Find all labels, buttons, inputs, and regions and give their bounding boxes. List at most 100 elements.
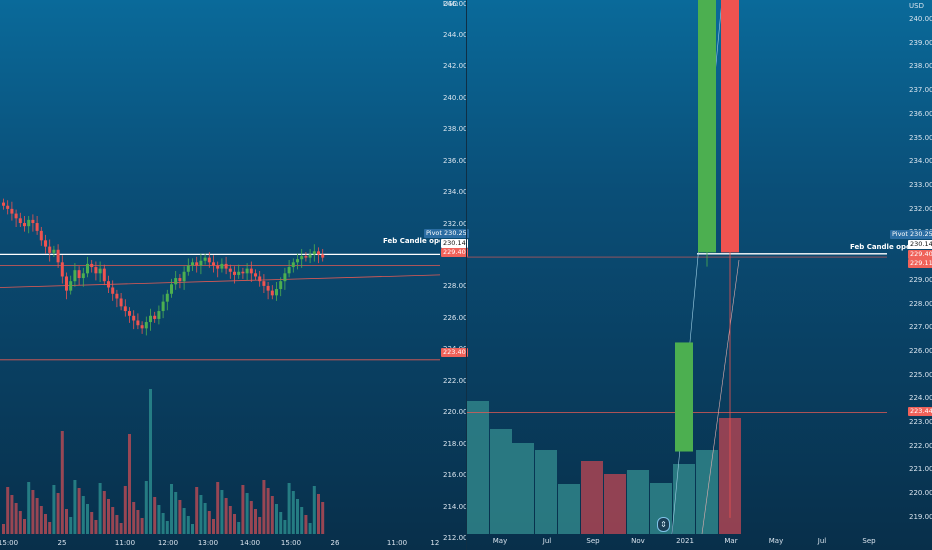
volume-bar [300, 507, 304, 534]
candle-body [136, 320, 140, 326]
candle-body [52, 249, 56, 253]
price-tick-label: 225.00 [909, 370, 932, 379]
volume-bar [140, 518, 144, 534]
time-tick-label: 15:00 [280, 539, 302, 547]
volume-bar [254, 509, 257, 534]
volume-bar [627, 470, 649, 534]
volume-bar [262, 480, 266, 534]
candle-body [77, 270, 81, 279]
volume-bar [241, 485, 245, 534]
volume-bar [149, 389, 152, 534]
price-tick-label: 214.00 [443, 502, 468, 511]
price-tick-label: 221.00 [909, 465, 932, 474]
price-tick-label: 226.00 [909, 346, 932, 355]
time-tick-label: 2021 [676, 537, 694, 545]
price-tick-label: 229.00 [909, 275, 932, 284]
candle-body [266, 285, 270, 291]
event-marker-icon[interactable]: ⇕ [657, 517, 670, 532]
pane-divider[interactable] [466, 0, 467, 550]
time-tick-label: May [768, 537, 784, 545]
candle-body [270, 290, 274, 296]
intraday-chart-pane[interactable]: Feb Candle open 15:00 25 11:00 12:00 13:00 14… [0, 0, 440, 550]
last-price-badge: 230.14 [441, 239, 468, 248]
candle-body [237, 271, 241, 275]
volume-bar [304, 515, 308, 534]
intraday-chart-canvas[interactable] [0, 0, 440, 550]
candle-body [102, 268, 106, 282]
candle-body [128, 311, 131, 316]
candle-body [10, 208, 14, 214]
candle-body [283, 273, 287, 282]
price-tick-label: 232.00 [443, 219, 468, 228]
volume-bar [249, 501, 253, 534]
candle-body [228, 268, 232, 272]
volume-bar [48, 522, 52, 534]
candle-body [27, 219, 31, 227]
volume-bar [153, 497, 157, 534]
monthly-chart-canvas[interactable] [467, 0, 932, 550]
last-price-badge-right: 230.14 [908, 240, 932, 249]
feb-candle-open-label-right: Feb Candle open [850, 243, 916, 251]
volume-bar [212, 519, 215, 534]
candle-body [6, 205, 10, 209]
volume-bar [224, 498, 228, 534]
time-tick-label: 25 [57, 539, 67, 547]
price-tick-label: 246.00 [443, 0, 468, 8]
volume-bar [69, 517, 73, 534]
candle-body [170, 284, 173, 294]
level-badge-low: 223.40 [441, 348, 468, 357]
candle-body [216, 265, 220, 269]
monthly-price-axis[interactable]: USD 240.00 239.00 238.00 237.00 236.00 235.00… [887, 0, 932, 550]
price-tick-label: 242.00 [443, 62, 468, 71]
volume-bar [178, 500, 182, 534]
candle-body [157, 311, 161, 319]
time-tick-label: 12:00 [157, 539, 179, 547]
feb-candle-open-label: Feb Candle open [383, 237, 440, 245]
candle-body [220, 263, 224, 269]
volume-bar [23, 519, 26, 534]
candle-body [35, 223, 39, 231]
candle-body [249, 268, 253, 274]
price-tick-label: 219.00 [909, 512, 932, 521]
candle-body [308, 254, 312, 258]
volume-bar [98, 483, 102, 534]
candle-body [224, 263, 228, 269]
candle-body [115, 293, 119, 299]
price-tick-label: 238.00 [909, 62, 932, 71]
time-tick-label: 11:00 [386, 539, 408, 547]
price-tick-label: 222.00 [443, 376, 468, 385]
candle-body [317, 251, 320, 255]
time-tick-label: Nov [631, 537, 645, 545]
candle-body [39, 230, 43, 241]
monthly-chart-pane[interactable]: Feb Candle open May Jul Sep Nov 2021 Mar May Ju… [467, 0, 932, 550]
time-tick-label: 11:00 [114, 539, 136, 547]
price-tick-label: 212.00 [443, 534, 468, 542]
intraday-price-axis[interactable]: USD 246.00 244.00 242.00 240.00 238.00 236.00… [424, 0, 469, 550]
candle-body [86, 263, 89, 274]
time-tick-label: Sep [862, 537, 876, 545]
time-tick-label: May [492, 537, 508, 545]
price-tick-label: 228.00 [443, 282, 468, 291]
price-tick-label: 234.00 [909, 157, 932, 166]
candle-body [178, 278, 182, 282]
trend-line [0, 274, 440, 288]
volume-bar [73, 480, 77, 534]
volume-bar [14, 503, 18, 534]
candle-body [721, 0, 739, 253]
time-tick-label: 13:00 [197, 539, 219, 547]
candle-body [312, 251, 316, 255]
price-tick-label: 235.00 [909, 133, 932, 142]
candle-body [111, 287, 115, 294]
volume-bar [558, 484, 580, 534]
volume-bar [56, 493, 60, 534]
volume-bar [10, 495, 14, 534]
price-tick-label: 237.00 [909, 86, 932, 95]
price-tick-label: 236.00 [909, 109, 932, 118]
volume-bar [287, 483, 291, 534]
volume-bar [604, 474, 626, 534]
volume-bar [157, 505, 161, 534]
volume-bar [195, 487, 199, 534]
volume-bar [216, 482, 220, 534]
pivot-badge-left: Pivot 230.25 [424, 229, 469, 238]
level-badge-mid-right: 229.40 [908, 250, 932, 259]
